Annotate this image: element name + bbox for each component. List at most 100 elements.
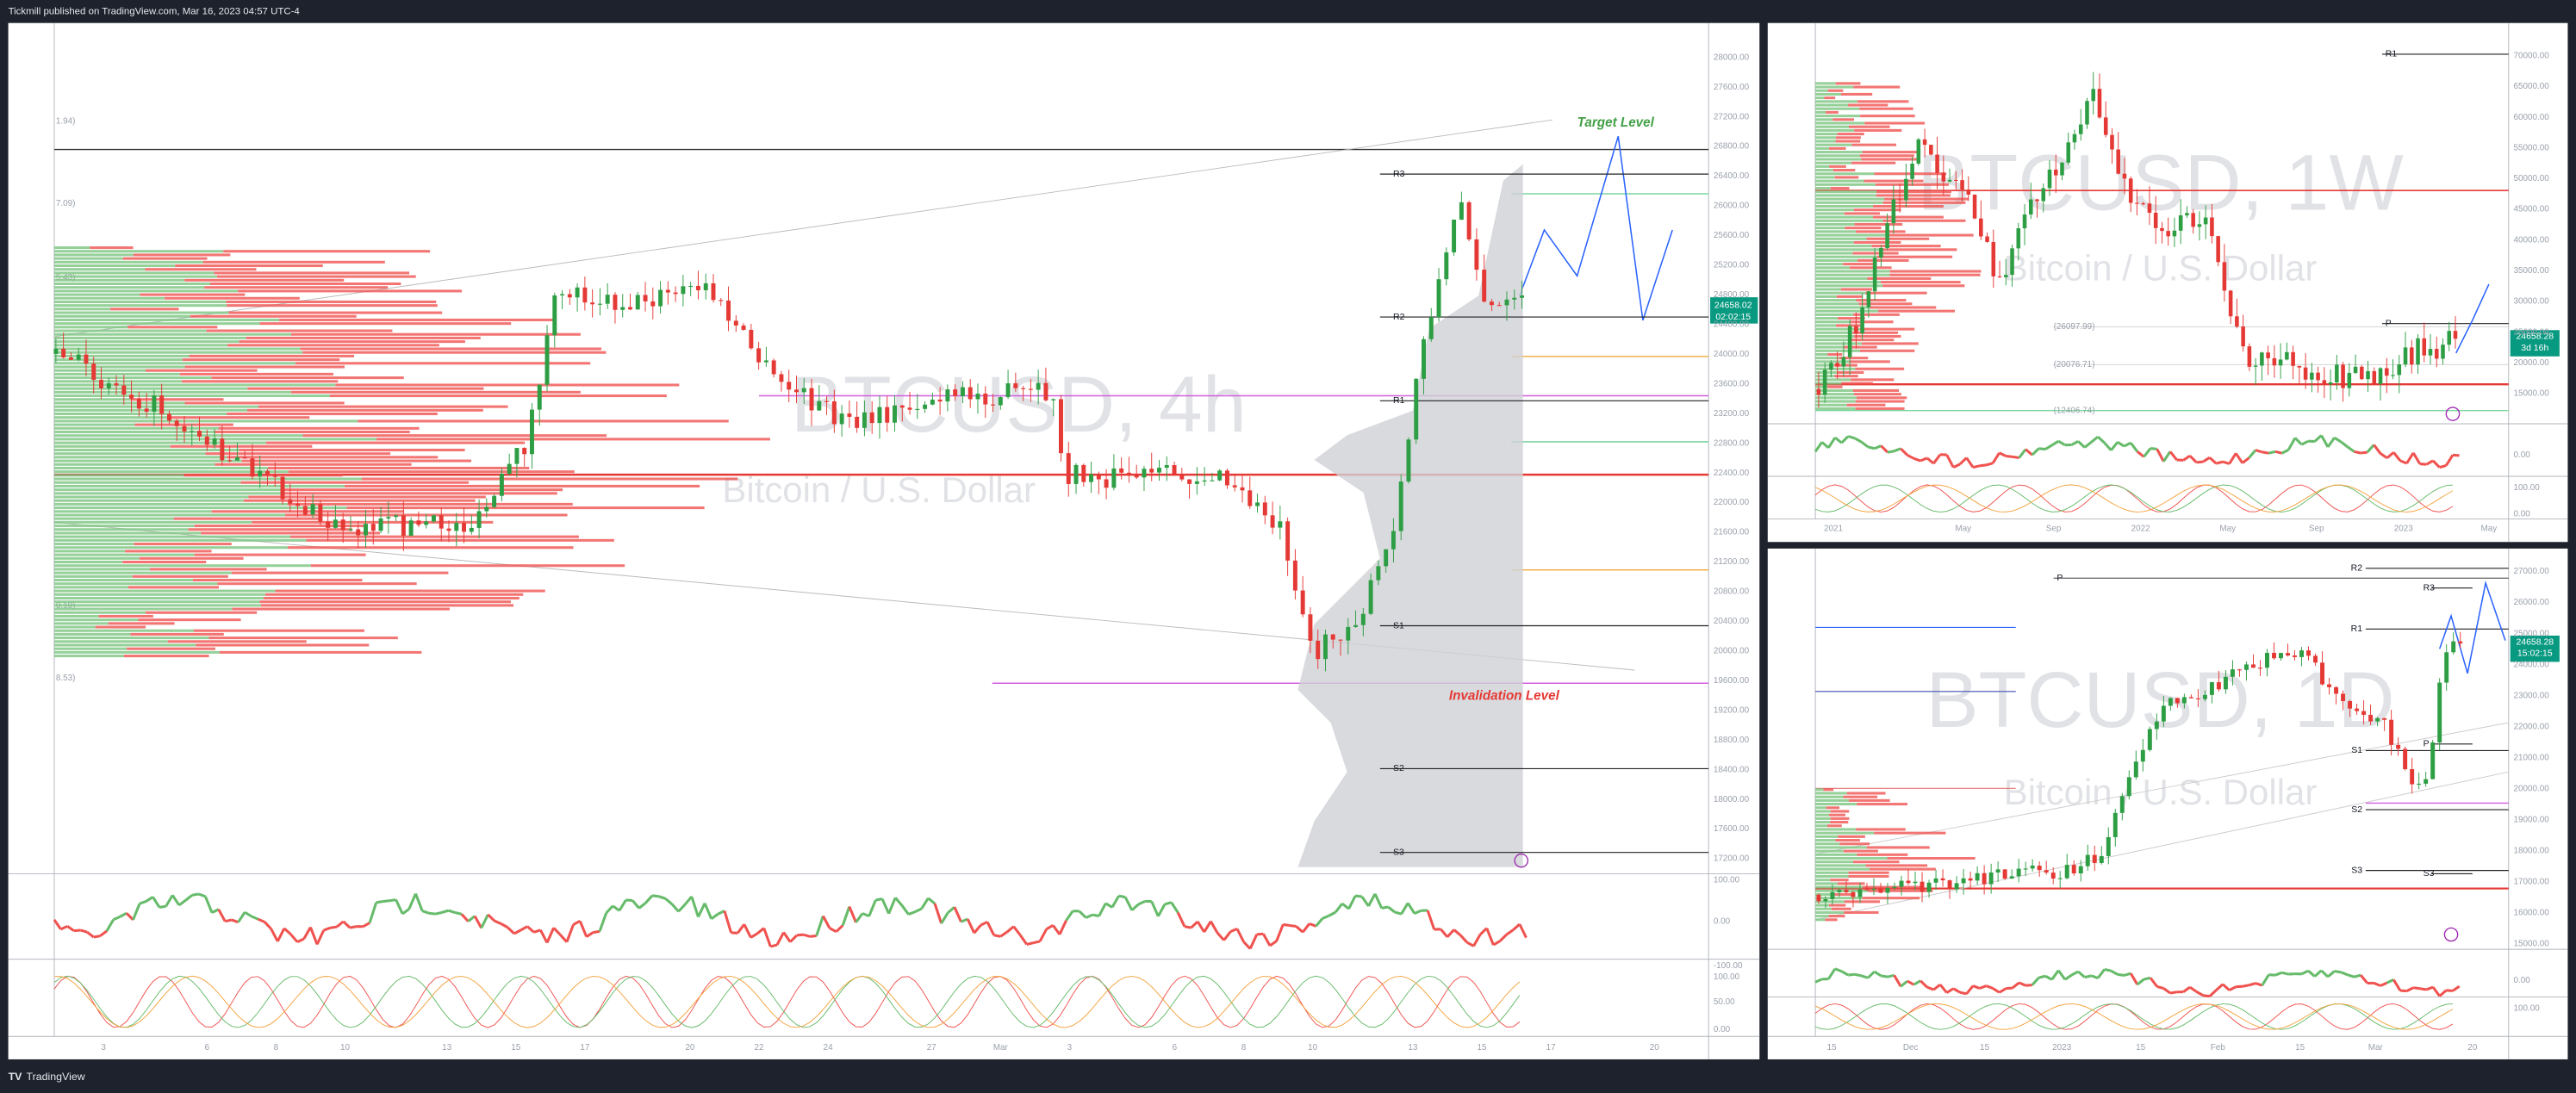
volume-profile-bar (263, 596, 520, 599)
oscillator-line (152, 896, 161, 909)
candle-body (242, 456, 247, 459)
volume-profile-bar (280, 492, 557, 495)
volume-profile-bar (1855, 407, 1905, 410)
candle-body (1459, 202, 1464, 220)
volume-profile-bar (53, 253, 134, 257)
volume-profile-bar (53, 622, 109, 625)
candle-body (2202, 694, 2207, 699)
volume-profile-bar (53, 596, 264, 599)
oscillator-line (1301, 922, 1310, 934)
volume-profile-bar (1815, 810, 1831, 813)
candle-body (1972, 194, 1977, 219)
candle-body (416, 520, 421, 525)
candle-body (1954, 883, 1959, 890)
volume-profile-bar (1830, 186, 1850, 190)
volume-profile-bar (1824, 96, 1836, 100)
volume-profile-bar (1884, 197, 1969, 201)
volume-profile-bar (1851, 378, 1895, 382)
volume-profile-bar (1815, 252, 1853, 255)
oscillator-line (171, 894, 181, 906)
candle-body (2223, 676, 2228, 690)
candle-body (220, 438, 225, 461)
stochastic-line (53, 975, 1521, 1028)
volume-profile-bar (1815, 190, 1877, 194)
volume-profile-bar (246, 336, 481, 339)
volume-profile-bar (1815, 828, 1857, 831)
candle-body (333, 519, 338, 528)
volume-profile-bar (53, 311, 229, 314)
indicator-axis-label: 100.00 (1714, 972, 1740, 982)
volume-profile-bar (1851, 161, 1896, 165)
oscillator-line (835, 924, 844, 933)
candle-body (408, 520, 414, 536)
oscillator-line (2070, 440, 2079, 446)
fib-label: 8.53) (56, 674, 76, 683)
oscillator-line (2347, 445, 2355, 453)
volume-profile-bar (1877, 309, 1956, 313)
oscillator-line (1058, 919, 1067, 935)
volume-profile-bar (53, 430, 215, 434)
oscillator-line (2248, 449, 2257, 459)
oscillator-line (177, 899, 187, 907)
candle-body (1899, 880, 1904, 887)
candle-body (1330, 634, 1335, 640)
candle-body (394, 515, 399, 518)
oscillator-line (2064, 973, 2073, 981)
volume-profile-bar (1815, 151, 1863, 154)
volume-profile-bar (1874, 831, 1946, 835)
volume-profile-bar (53, 560, 123, 564)
oscillator-line (927, 897, 936, 905)
oscillator-line (2359, 974, 2368, 984)
oscillator-line (93, 935, 101, 939)
volume-profile-bar (260, 604, 514, 607)
candle-body (1891, 199, 1896, 224)
oscillator-line (99, 929, 108, 937)
volume-profile-bar (1862, 151, 1920, 154)
candle-body (529, 409, 534, 455)
volume-profile-bar (53, 604, 261, 607)
oscillator-line (1170, 901, 1179, 914)
volume-profile-bar (1815, 309, 1878, 313)
oscillator-line (664, 897, 673, 905)
oscillator-line (59, 925, 68, 931)
volume-profile-bar (1865, 864, 1928, 867)
candle-body (733, 320, 738, 326)
candle-body (212, 438, 217, 445)
volume-profile-bar (216, 275, 416, 278)
oscillator-line (1045, 924, 1055, 931)
candle-body (1935, 154, 1939, 173)
time-axis-label: 15 (2295, 1043, 2305, 1053)
candle-body (885, 407, 890, 423)
oscillator-line (2090, 435, 2100, 444)
oscillator-line (775, 931, 785, 946)
oscillator-line (1052, 924, 1061, 935)
volume-profile-bar (1835, 82, 1861, 85)
oscillator-line (1991, 452, 2000, 464)
candle-body (2241, 326, 2245, 347)
oscillator-line (2110, 969, 2119, 976)
price-axis-label: 18400.00 (1714, 765, 1750, 774)
oscillator-line (1360, 896, 1370, 907)
volume-profile-bar (259, 600, 511, 604)
candle-body (1897, 199, 1902, 201)
volume-profile-bar (53, 463, 215, 466)
volume-profile-bar (53, 578, 193, 582)
volume-profile-bar (53, 477, 362, 481)
price-axis-label: 30000.00 (2514, 297, 2550, 307)
candle-body (793, 389, 799, 393)
oscillator-line (376, 900, 383, 904)
oscillator-line (2057, 439, 2066, 446)
candle-body (1255, 502, 1260, 506)
candle-body (968, 387, 973, 400)
volume-profile-bar (1815, 270, 1890, 273)
volume-profile-bar (167, 640, 307, 643)
time-axis-label: 10 (1308, 1043, 1318, 1053)
price-axis-label: 23600.00 (1714, 379, 1750, 388)
volume-profile-bar (335, 383, 680, 387)
level-label: R3 (2424, 583, 2436, 593)
watermark-symbol: BTCUSD, 1W (1917, 139, 2404, 227)
oscillator-line (1945, 454, 1955, 469)
oscillator-line (2268, 450, 2276, 455)
price-axis-label: 18000.00 (1714, 795, 1750, 804)
level-label: S2 (1393, 764, 1404, 773)
